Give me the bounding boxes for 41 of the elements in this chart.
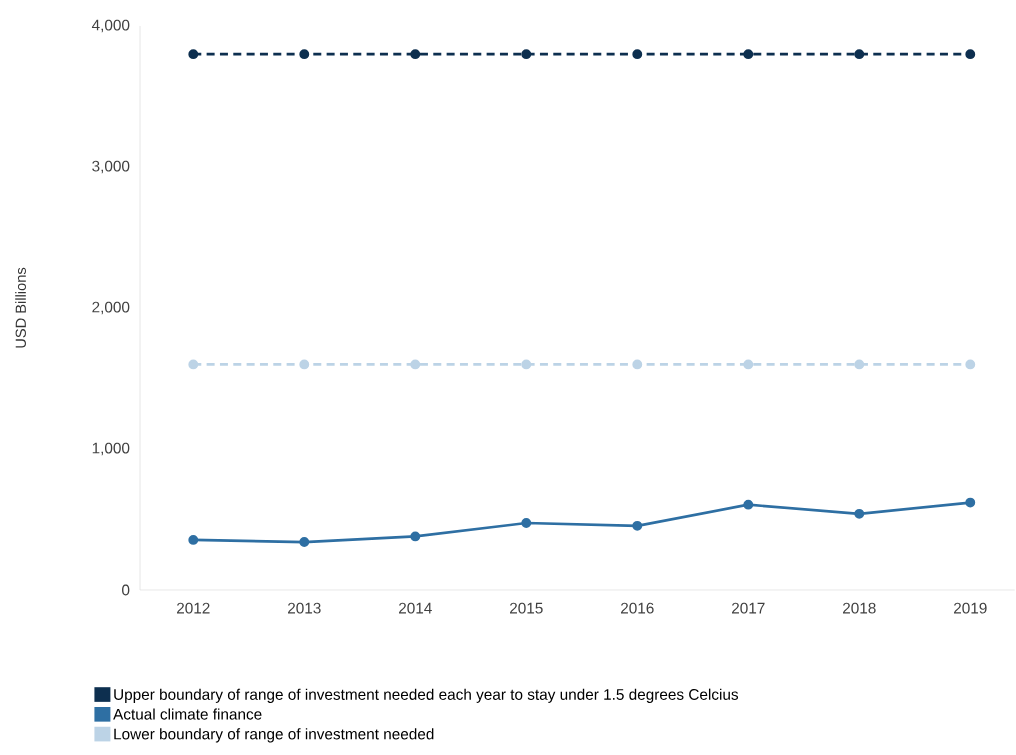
point (632, 520, 643, 531)
point (188, 359, 199, 370)
y-tick-label: 0 (122, 584, 130, 596)
point (521, 518, 532, 528)
point (521, 49, 532, 60)
point (743, 499, 754, 510)
y-tick-label: 1,000 (92, 442, 130, 456)
point (410, 359, 421, 370)
x-tick-label: 2019 (953, 602, 987, 614)
legend-label: Lower boundary of range of investment needed (114, 728, 434, 743)
point (410, 531, 421, 542)
point (410, 49, 421, 60)
legend-label: Upper boundary of range of investment needed each year to stay under 1.5 degrees Celcius (114, 688, 739, 703)
point (854, 359, 865, 370)
x-tick-label: 2014 (399, 602, 432, 614)
point (743, 49, 754, 60)
x-tick-label: 2017 (732, 602, 765, 614)
y-axis-title: USD Billions (15, 267, 26, 348)
x-tick-label: 2013 (288, 602, 321, 614)
y-tick-label: 4,000 (91, 19, 130, 33)
point (521, 359, 532, 370)
x-tick-label: 2016 (621, 602, 654, 614)
point (965, 49, 976, 60)
point (632, 359, 643, 370)
point (299, 537, 310, 547)
point (965, 359, 976, 370)
point (854, 508, 865, 519)
point (188, 534, 199, 545)
point (299, 359, 310, 370)
x-tick-label: 2015 (510, 602, 543, 614)
x-tick-label: 2012 (177, 602, 210, 614)
y-tick-label: 2,000 (92, 301, 130, 315)
point (188, 49, 199, 60)
point (743, 359, 754, 370)
point (965, 497, 976, 508)
x-tick-label: 2018 (843, 602, 876, 614)
point (299, 49, 310, 60)
legend-label: Actual climate finance (113, 708, 262, 720)
y-tick-label: 3,000 (92, 160, 130, 174)
point (632, 49, 643, 60)
point (854, 49, 865, 60)
